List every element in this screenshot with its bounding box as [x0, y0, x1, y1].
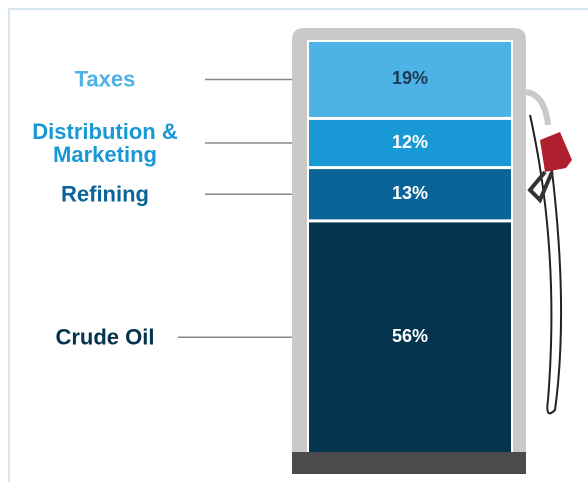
legend-label: Refining: [61, 181, 149, 207]
value-label: 12%: [392, 132, 428, 152]
nozzle: [540, 132, 572, 172]
hose: [529, 114, 563, 415]
frame: [8, 8, 588, 482]
legend-label: Crude Oil: [55, 324, 155, 350]
segment: [309, 119, 511, 167]
nozzle-spout: [527, 170, 554, 204]
pump-base: [292, 452, 526, 474]
value-label: 19%: [392, 68, 428, 88]
hose-top: [525, 89, 551, 126]
segment: [309, 42, 511, 117]
value-label: 13%: [392, 183, 428, 203]
segment: [309, 222, 511, 452]
value-label: 56%: [392, 326, 428, 346]
legend-label: Distribution & Marketing: [32, 119, 178, 167]
legend-label: Taxes: [74, 66, 136, 92]
segment: [309, 169, 511, 220]
